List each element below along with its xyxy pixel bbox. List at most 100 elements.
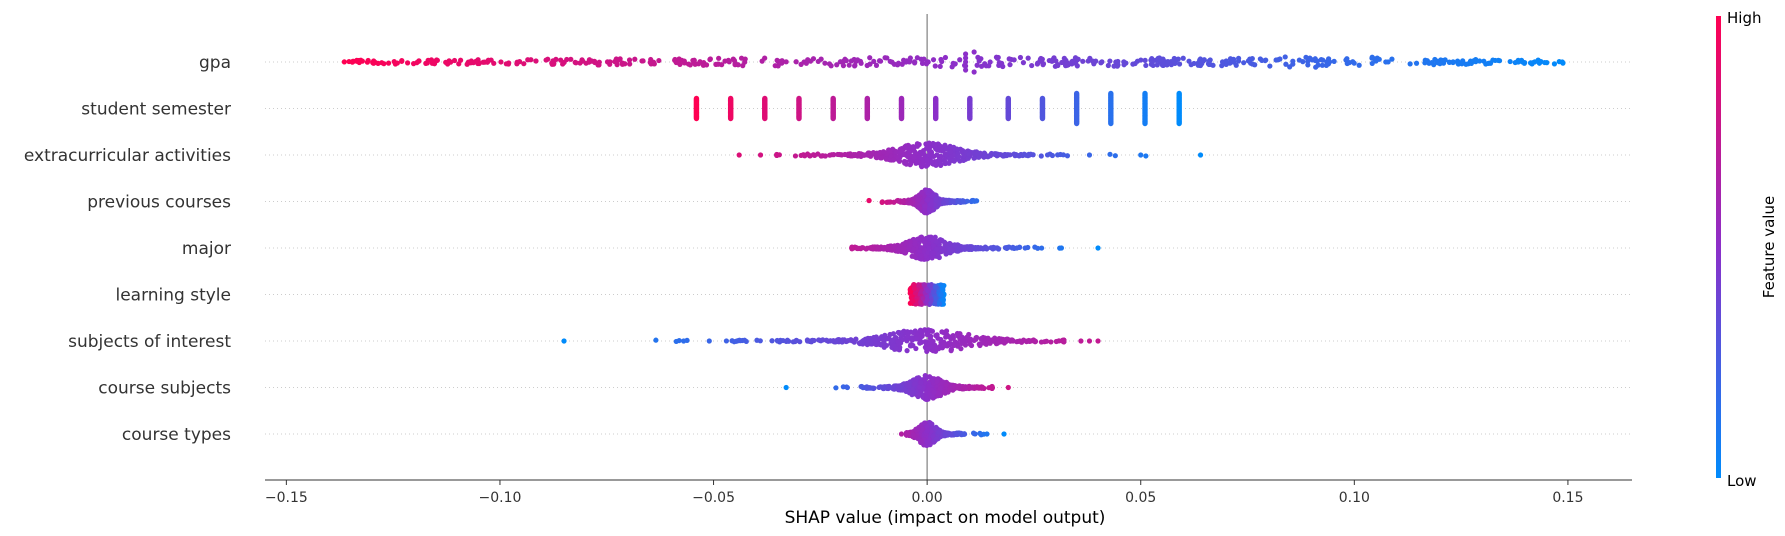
shap-point [1143,153,1149,159]
shap-point [354,57,360,63]
shap-point [716,55,722,61]
shap-point [940,286,946,292]
shap-point [898,431,905,437]
shap-point [1075,56,1081,62]
shap-point [595,62,602,68]
shap-point [762,115,768,122]
shap-point [1010,244,1016,250]
shap-point [933,436,939,442]
shap-point [923,61,930,67]
shap-point [673,338,679,345]
shap-point [941,239,948,245]
shap-point [1149,60,1155,66]
shap-point [930,377,936,384]
shap-point [919,426,925,432]
shap-point [931,289,937,295]
shap-point [965,334,971,340]
shap-point [1467,58,1474,64]
shap-point [926,245,932,251]
shap-point [1039,245,1045,251]
shap-point [1039,115,1046,122]
shap-point [914,331,920,338]
shap-point [1206,58,1212,64]
shap-point [907,200,914,206]
shap-point [895,329,901,336]
shap-point [979,385,985,391]
shap-point [1197,62,1204,69]
shap-point [962,55,969,61]
shap-point [833,385,839,391]
shap-point [1373,58,1379,64]
shap-point [966,244,972,251]
colorbar-high-label: High [1727,9,1761,27]
shap-point [1407,61,1413,67]
shap-point [900,245,906,252]
feature-label: subjects of interest [68,332,231,352]
shap-point [920,295,926,302]
shap-point [938,56,944,63]
shap-point [1249,55,1255,62]
shap-point [1025,55,1031,61]
shap-point [727,115,734,122]
shap-point [930,243,937,249]
shap-point [1040,62,1046,68]
shap-point [1049,58,1055,64]
feature-label: student semester [81,100,231,120]
shap-point [1551,61,1558,67]
shap-point [1115,58,1121,65]
shap-point [1121,62,1127,68]
shap-point [1188,62,1194,68]
shap-point [1521,60,1527,66]
shap-point [506,60,512,66]
shap-point [867,384,873,391]
shap-point [1235,55,1242,61]
shap-point [957,158,963,164]
shap-point [928,202,934,208]
shap-point [863,246,869,252]
shap-point [936,157,942,163]
shap-point [866,197,872,204]
shap-point [1138,152,1144,158]
shap-point [911,285,917,292]
shap-point [1044,152,1051,158]
shap-point [924,428,931,434]
shap-point [341,59,347,65]
shap-point [975,244,981,251]
shap-point [881,344,887,350]
shap-point [769,338,775,344]
shap-point [915,425,921,431]
shap-point [1197,152,1204,158]
shap-point [929,421,935,427]
shap-point [864,115,871,122]
shap-point [984,431,990,437]
shap-point [1173,57,1180,63]
shap-point [905,333,911,339]
shap-point [1048,339,1054,345]
shap-point [1078,338,1084,344]
shap-point [617,56,623,62]
shap-point [932,284,939,290]
shap-point [911,246,917,252]
shap-point [732,62,738,68]
shap-point [908,288,914,294]
shap-point [1031,338,1037,344]
shap-point [1459,59,1466,65]
shap-point [1529,61,1535,67]
shap-point [1275,57,1281,63]
shap-point [867,55,873,61]
shap-point [1023,338,1029,344]
shap-point [1007,62,1013,68]
shap-point [759,58,765,64]
shap-point [1087,55,1093,61]
shap-point [783,384,789,391]
shap-point [967,115,973,122]
shap-point [693,115,700,122]
shap-point [381,61,387,67]
shap-point [989,385,995,391]
shap-point [922,327,928,333]
shap-point [890,331,897,337]
shap-point [1305,58,1311,64]
shap-point [681,60,688,66]
shap-point [926,140,932,146]
shap-point [365,57,371,64]
